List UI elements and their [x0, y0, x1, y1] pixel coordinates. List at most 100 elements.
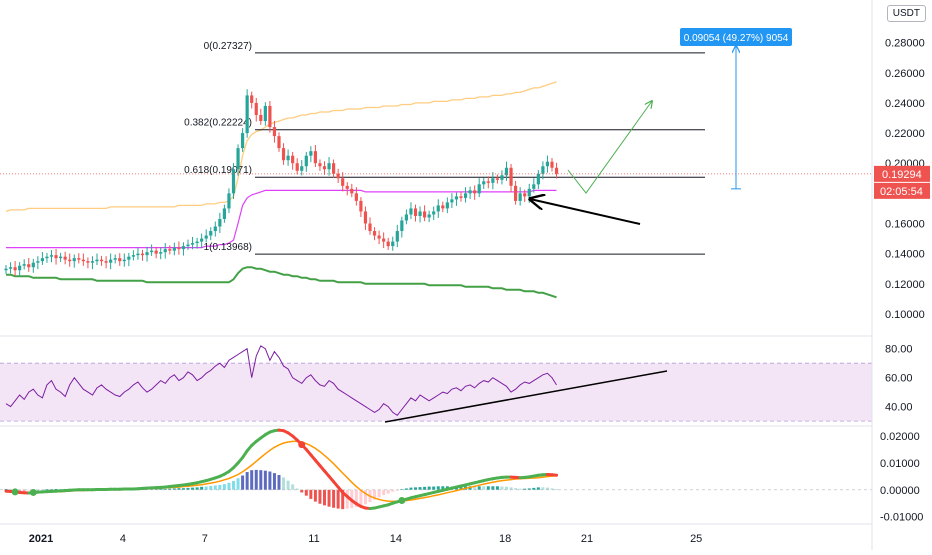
macd-pane[interactable] — [0, 430, 872, 509]
candle-body — [227, 193, 230, 208]
candle-body — [209, 231, 212, 236]
macd-histogram-bar — [273, 473, 276, 490]
y-tick-label: 0.16000 — [885, 219, 925, 231]
candle-body — [309, 151, 312, 156]
macd-histogram-bar — [209, 486, 212, 490]
y-tick-label: 0.12000 — [885, 279, 925, 291]
measure-label: 0.09054 (49.27%) 9054 — [684, 33, 789, 44]
macd-cross-dot — [30, 489, 37, 496]
x-tick-label: 14 — [390, 533, 402, 545]
candle-body — [59, 257, 62, 259]
candle-body — [259, 115, 262, 121]
macd-histogram-bar — [323, 490, 326, 506]
candle-body — [168, 249, 171, 251]
macd-histogram-bar — [337, 490, 340, 509]
candle-body — [118, 258, 121, 261]
candle-body — [82, 260, 85, 262]
candle-body — [77, 258, 80, 260]
macd-histogram-bar — [264, 471, 267, 490]
ma-mid-line — [6, 190, 557, 247]
last-price-value: 0.19294 — [882, 169, 922, 181]
x-tick-label: 4 — [120, 533, 126, 545]
candle-body — [469, 190, 472, 193]
candle-body — [150, 251, 153, 253]
candle-body — [9, 267, 12, 269]
macd-histogram-bar — [387, 490, 390, 494]
candle-body — [491, 178, 494, 183]
candle-body — [95, 260, 98, 262]
candle-body — [241, 133, 244, 148]
candle-body — [100, 260, 103, 262]
candle-body — [464, 193, 467, 198]
macd-y-tick-label: -0.01000 — [880, 512, 923, 524]
support-arrow — [530, 199, 640, 224]
candle-body — [223, 208, 226, 219]
macd-cross-dot — [12, 488, 19, 495]
candle-body — [473, 190, 476, 193]
rsi-pane[interactable] — [0, 346, 872, 422]
currency-button[interactable]: USDT — [887, 5, 926, 22]
candle-body — [428, 214, 431, 217]
candle-body — [200, 239, 203, 242]
candle-body — [337, 174, 340, 179]
candle-body — [446, 202, 449, 208]
candle-body — [287, 156, 290, 161]
candle-body — [32, 263, 35, 268]
macd-histogram-bar — [250, 470, 253, 490]
candle-body — [327, 163, 330, 169]
rsi-y-tick-label: 40.00 — [885, 402, 913, 414]
macd-histogram-bar — [414, 487, 417, 489]
candle-body — [246, 95, 249, 133]
candle-body — [509, 168, 512, 186]
macd-histogram-bar — [405, 488, 408, 489]
macd-histogram-bar — [432, 487, 435, 490]
candle-body — [4, 269, 7, 271]
macd-histogram-bar — [409, 488, 412, 490]
price-pane[interactable]: 0(0.27327)0.382(0.22224)0.618(0.19071)1(… — [0, 41, 872, 297]
candle-body — [196, 242, 199, 244]
fib-level-label: 0.382(0.22224) — [184, 118, 252, 129]
candle-body — [296, 163, 299, 171]
macd-histogram-bar — [437, 486, 440, 489]
candle-body — [132, 255, 135, 257]
candle-body — [73, 258, 76, 261]
macd-cross-dot — [298, 441, 305, 448]
macd-histogram-bar — [205, 487, 208, 490]
candle-body — [387, 242, 390, 247]
macd-histogram-bar — [478, 486, 481, 489]
y-tick-label: 0.10000 — [885, 309, 925, 321]
candle-body — [519, 193, 522, 201]
candle-body — [86, 261, 89, 263]
drawings[interactable]: 0.09054 (49.27%) 9054 — [530, 28, 792, 224]
candle-body — [45, 257, 48, 259]
macd-histogram-bar — [318, 490, 321, 504]
macd-histogram-bar — [268, 472, 271, 490]
candle-body — [373, 231, 376, 236]
candle-body — [127, 257, 130, 260]
macd-histogram-bar — [328, 490, 331, 507]
candle-body — [255, 103, 258, 115]
candle-body — [382, 239, 385, 242]
macd-cross-dot — [398, 497, 405, 504]
x-tick-label: 25 — [690, 533, 702, 545]
macd-histogram-bar — [241, 476, 244, 490]
macd-histogram-bar — [491, 486, 494, 489]
rsi-y-tick-label: 80.00 — [885, 344, 913, 356]
candle-body — [478, 184, 481, 193]
y-tick-label: 0.24000 — [885, 98, 925, 110]
fib-level-label: 1(0.13968) — [204, 242, 252, 253]
projection-arrow — [568, 101, 652, 193]
candle-body — [186, 245, 189, 247]
candle-body — [27, 264, 30, 267]
y-tick-label: 0.14000 — [885, 249, 925, 261]
candle-body — [341, 178, 344, 186]
macd-line-segment — [552, 475, 557, 476]
candle-body — [482, 181, 485, 184]
macd-histogram-bar — [282, 477, 285, 489]
candle-body — [437, 205, 440, 211]
candle-body — [332, 163, 335, 174]
candle-body — [218, 219, 221, 227]
candle-body — [441, 205, 444, 208]
candle-body — [496, 178, 499, 180]
